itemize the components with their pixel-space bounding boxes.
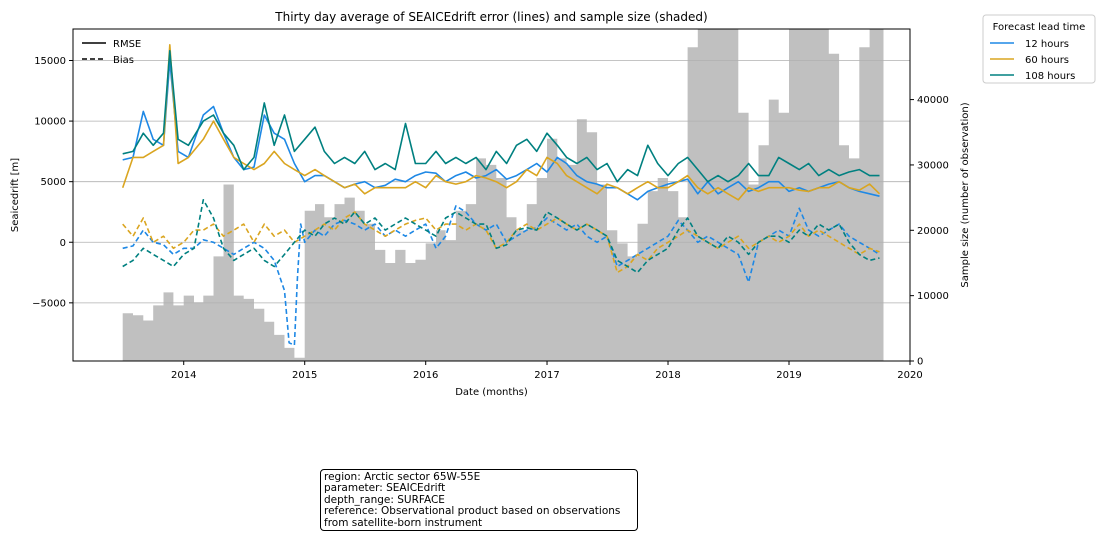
lead-time-legend-frame bbox=[982, 14, 1096, 84]
info-line-reference: reference: Observational product based o… bbox=[324, 505, 621, 518]
y-tick-label: 15000 bbox=[34, 56, 66, 67]
x-tick-label: 2016 bbox=[413, 370, 438, 381]
x-tick-label: 2020 bbox=[897, 370, 922, 381]
y2-tick-label: 0 bbox=[917, 357, 923, 368]
series-bias-line bbox=[122, 211, 880, 274]
series-bias-line bbox=[122, 205, 880, 347]
plot-frame bbox=[72, 28, 911, 362]
y-tick-label: 5000 bbox=[41, 177, 66, 188]
y2-tick-label: 30000 bbox=[917, 160, 949, 171]
y-tick-label: 0 bbox=[60, 238, 66, 249]
chart-title: Thirty day average of SEAICEdrift error … bbox=[274, 10, 707, 24]
info-line-region: region: Arctic sector 65W-55E bbox=[324, 471, 481, 483]
series-rmse-line bbox=[121, 43, 881, 201]
legend-label: 60 hours bbox=[1025, 55, 1069, 66]
legend-label: 108 hours bbox=[1025, 71, 1075, 82]
series-bias-line bbox=[122, 199, 880, 274]
y-axis-label: Seaicedrift [m] bbox=[10, 158, 21, 232]
y2-tick-label: 10000 bbox=[917, 291, 949, 302]
x-tick-label: 2019 bbox=[776, 370, 801, 381]
x-tick-label: 2017 bbox=[534, 370, 559, 381]
x-tick-label: 2014 bbox=[171, 370, 196, 381]
y-tick-label: 10000 bbox=[34, 117, 66, 128]
y2-axis-label: Sample size (number of observation) bbox=[960, 102, 971, 287]
legend-rmse-label: RMSE bbox=[113, 39, 141, 50]
info-box: region: Arctic sector 65W-55E parameter:… bbox=[320, 469, 638, 531]
legend-label: 12 hours bbox=[1025, 39, 1069, 50]
lead-time-legend-title: Forecast lead time bbox=[993, 22, 1086, 33]
y2-tick-label: 40000 bbox=[917, 95, 949, 106]
x-axis-label: Date (months) bbox=[455, 387, 528, 398]
legend-bias-label: Bias bbox=[113, 55, 134, 66]
y-tick-label: −5000 bbox=[32, 298, 66, 309]
y2-tick-label: 20000 bbox=[917, 226, 949, 237]
info-line-depth-range: depth_range: SURFACE bbox=[324, 493, 445, 506]
sample-size-area bbox=[122, 29, 884, 361]
info-line-parameter: parameter: SEAICEdrift bbox=[324, 482, 446, 495]
series-rmse-line bbox=[122, 49, 880, 183]
x-tick-label: 2015 bbox=[292, 370, 317, 381]
info-line-reference-cont: from satellite-born instrument bbox=[324, 516, 483, 529]
x-tick-label: 2018 bbox=[655, 370, 680, 381]
